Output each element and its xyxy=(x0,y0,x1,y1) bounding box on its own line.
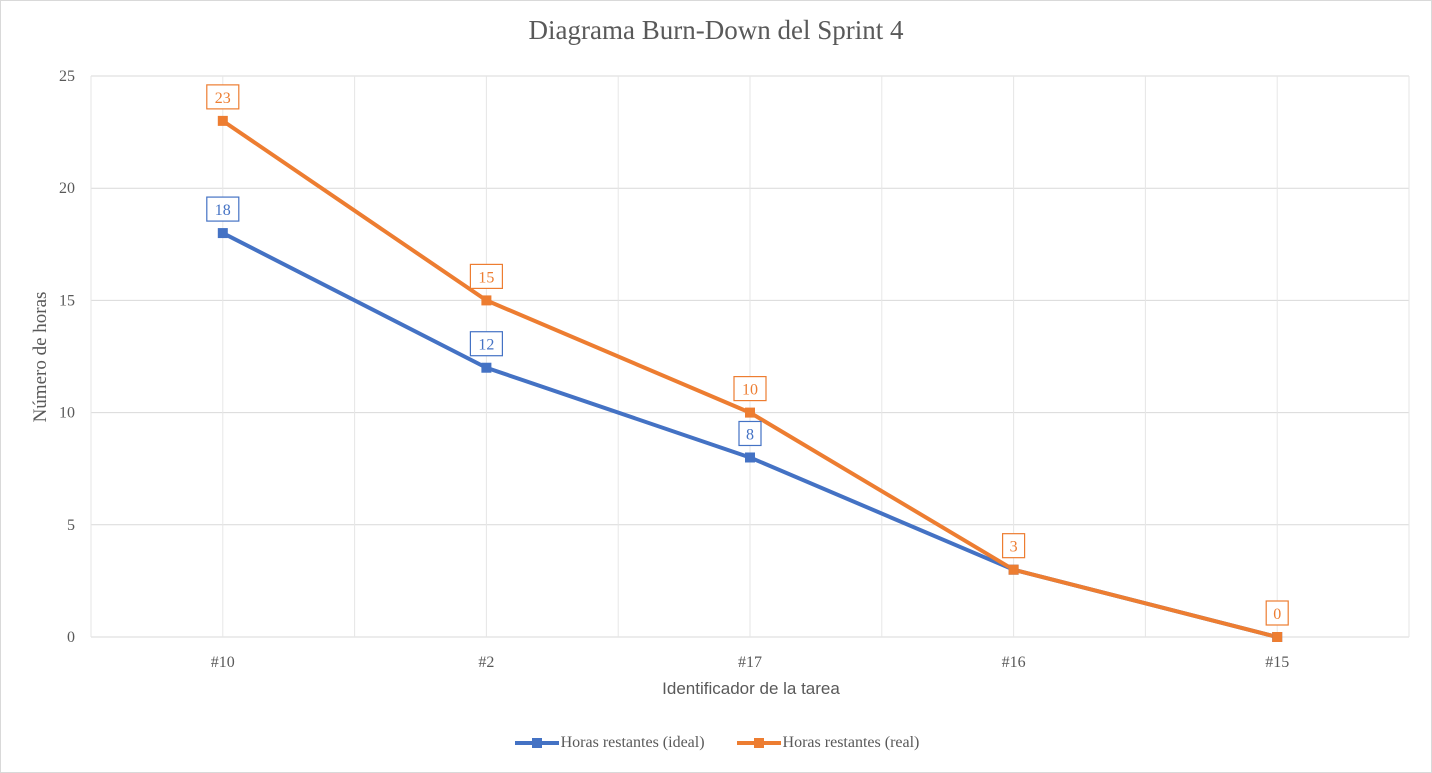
legend-swatch-ideal xyxy=(514,736,559,750)
x-tick-label-1: #2 xyxy=(478,654,494,671)
data-label-0-0: 18 xyxy=(215,202,231,219)
data-label-0-2: 8 xyxy=(746,426,754,443)
x-tick-label-3: #16 xyxy=(1002,654,1026,671)
x-tick-label-0: #10 xyxy=(211,654,235,671)
data-label-box-0-0 xyxy=(206,196,240,222)
data-label-0-1: 12 xyxy=(478,337,494,354)
x-axis-title: Identificador de la tarea xyxy=(662,679,840,698)
data-label-1-2: 10 xyxy=(742,382,758,399)
y-tick-label-5: 25 xyxy=(59,68,75,85)
data-label-1-1: 15 xyxy=(478,269,494,286)
legend-swatch-real xyxy=(736,736,781,750)
series-0-point-0 xyxy=(217,228,228,239)
data-label-box-1-3 xyxy=(1001,533,1026,559)
y-tick-label-2: 10 xyxy=(59,405,75,422)
legend-label-ideal: Horas restantes (ideal) xyxy=(560,734,705,751)
y-tick-label-4: 20 xyxy=(59,180,75,197)
series-0-point-1 xyxy=(481,362,492,373)
data-label-box-0-1 xyxy=(469,331,503,357)
y-tick-label-0: 0 xyxy=(67,629,75,646)
data-label-box-1-2 xyxy=(733,376,767,402)
series-1-point-1 xyxy=(481,295,492,306)
legend: Horas restantes (ideal) Horas restantes … xyxy=(1,734,1432,752)
legend-label-real: Horas restantes (real) xyxy=(782,734,920,751)
series-1-point-4 xyxy=(1272,632,1283,642)
x-tick-label-4: #15 xyxy=(1265,654,1289,671)
chart-title: Diagrama Burn-Down del Sprint 4 xyxy=(528,15,904,45)
legend-item-ideal: Horas restantes (ideal) xyxy=(514,734,705,752)
series-1-point-3 xyxy=(1008,564,1019,575)
data-label-box-1-4 xyxy=(1265,600,1289,626)
data-label-box-0-2 xyxy=(738,420,762,447)
series-0-point-2 xyxy=(745,452,755,463)
data-label-box-1-0 xyxy=(206,84,240,110)
y-tick-label-1: 5 xyxy=(67,517,75,534)
data-label-box-1-1 xyxy=(469,263,503,289)
series-1-point-2 xyxy=(745,407,755,418)
data-label-1-3: 3 xyxy=(1010,539,1018,556)
y-tick-label-3: 15 xyxy=(59,292,75,309)
series-1-point-0 xyxy=(217,115,228,126)
x-tick-label-2: #17 xyxy=(738,654,762,671)
data-label-1-4: 0 xyxy=(1273,606,1281,623)
data-label-1-0: 23 xyxy=(215,90,231,107)
legend-item-real: Horas restantes (real) xyxy=(736,734,920,752)
